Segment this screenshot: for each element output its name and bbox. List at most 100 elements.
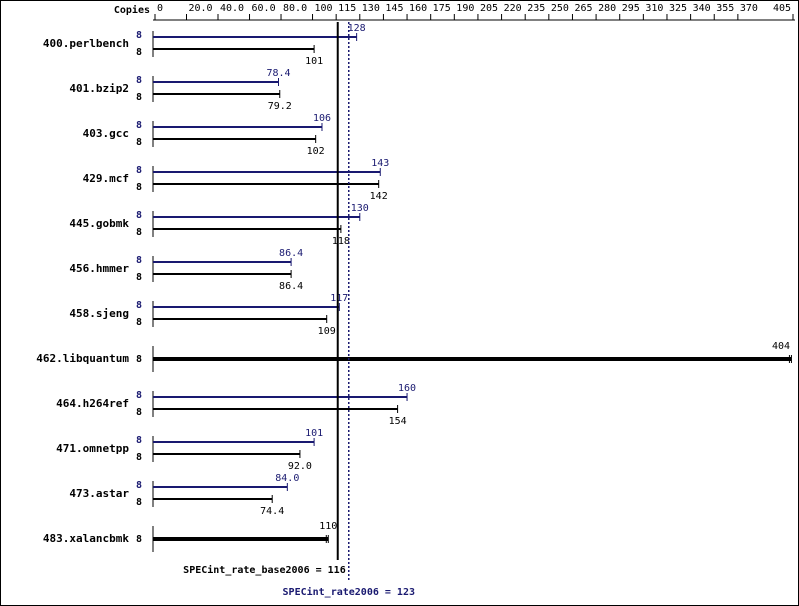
bar — [153, 183, 379, 185]
copies: 8 — [136, 497, 142, 508]
bar — [153, 261, 292, 263]
value-label: 78.4 — [266, 68, 290, 79]
reference-label: SPECint_rate_base2006 = 116 — [183, 564, 346, 576]
category-label: 445.gobmk — [69, 217, 129, 230]
x-tick-label: 40.0 — [220, 3, 244, 14]
bar — [153, 357, 792, 361]
category-label: 403.gcc — [83, 127, 129, 140]
x-tick-label: 370 — [740, 3, 758, 14]
x-tick-label: 100 — [315, 3, 333, 14]
category-label: 483.xalancbmk — [43, 532, 129, 545]
x-tick-label: 310 — [645, 3, 663, 14]
x-tick-label: 190 — [456, 3, 474, 14]
value-label: 143 — [371, 158, 389, 169]
copies: 8 — [136, 407, 142, 418]
value-label: 86.4 — [279, 248, 303, 259]
bar — [153, 93, 280, 95]
x-tick-label: 295 — [622, 3, 640, 14]
value-label: 102 — [307, 146, 325, 157]
bar — [153, 36, 357, 38]
bar — [153, 216, 360, 218]
category-label: 464.h264ref — [56, 397, 129, 410]
bar — [153, 171, 381, 173]
bar — [153, 486, 288, 488]
copies: 8 — [136, 75, 142, 86]
copies: 8 — [136, 272, 142, 283]
bar — [153, 138, 316, 140]
bar — [153, 453, 300, 455]
bar — [153, 396, 408, 398]
copies-header: Copies — [114, 4, 150, 16]
x-tick-label: 250 — [551, 3, 569, 14]
copies: 8 — [136, 120, 142, 131]
bar — [153, 126, 322, 128]
reference-label: SPECint_rate2006 = 123 — [283, 586, 415, 598]
category-label: 400.perlbench — [43, 37, 129, 50]
copies: 8 — [136, 137, 142, 148]
x-tick-label: 0 — [157, 3, 163, 14]
value-label: 84.0 — [275, 473, 299, 484]
bar — [153, 318, 327, 320]
x-tick-label: 235 — [527, 3, 545, 14]
x-tick-label: 325 — [669, 3, 687, 14]
copies: 8 — [136, 435, 142, 446]
copies: 8 — [136, 480, 142, 491]
value-label: 74.4 — [260, 506, 284, 517]
x-tick-label: 145 — [385, 3, 403, 14]
category-label: 471.omnetpp — [56, 442, 129, 455]
copies: 8 — [136, 534, 142, 545]
copies: 8 — [136, 452, 142, 463]
bar — [153, 498, 273, 500]
value-label: 109 — [318, 326, 336, 337]
bar — [153, 306, 340, 308]
value-label: 160 — [398, 383, 416, 394]
value-label: 79.2 — [268, 101, 292, 112]
copies: 8 — [136, 354, 142, 365]
value-label: 101 — [305, 56, 323, 67]
value-label: 130 — [351, 203, 369, 214]
x-tick-label: 265 — [574, 3, 592, 14]
bar — [153, 48, 315, 50]
value-label: 142 — [370, 191, 388, 202]
copies: 8 — [136, 300, 142, 311]
x-tick-label: 160 — [409, 3, 427, 14]
x-tick-label: 205 — [480, 3, 498, 14]
x-tick-label: 405 — [773, 3, 791, 14]
value-label: 106 — [313, 113, 331, 124]
x-tick-label: 175 — [433, 3, 451, 14]
copies: 8 — [136, 227, 142, 238]
copies: 8 — [136, 165, 142, 176]
bar — [153, 408, 398, 410]
bar — [153, 537, 329, 541]
x-tick-label: 340 — [693, 3, 711, 14]
bar — [153, 81, 279, 83]
value-label: 92.0 — [288, 461, 312, 472]
category-label: 456.hmmer — [69, 262, 129, 275]
copies: 8 — [136, 47, 142, 58]
category-label: 458.sjeng — [69, 307, 129, 320]
value-label: 117 — [330, 293, 348, 304]
category-label: 401.bzip2 — [69, 82, 129, 95]
bar — [153, 273, 292, 275]
category-label: 473.astar — [69, 487, 129, 500]
x-tick-label: 60.0 — [252, 3, 276, 14]
copies: 8 — [136, 390, 142, 401]
x-tick-label: 20.0 — [189, 3, 213, 14]
copies: 8 — [136, 317, 142, 328]
copies: 8 — [136, 30, 142, 41]
x-tick-label: 115 — [338, 3, 356, 14]
value-label: 86.4 — [279, 281, 303, 292]
x-tick-label: 130 — [362, 3, 380, 14]
category-label: 462.libquantum — [36, 352, 129, 365]
copies: 8 — [136, 255, 142, 266]
value-label: 154 — [389, 416, 407, 427]
bar — [153, 441, 315, 443]
copies: 8 — [136, 92, 142, 103]
value-label: 110 — [319, 521, 337, 532]
x-tick-label: 355 — [716, 3, 734, 14]
value-label: 404 — [772, 341, 790, 352]
value-label: 128 — [348, 23, 366, 34]
bar — [153, 228, 341, 230]
copies: 8 — [136, 210, 142, 221]
